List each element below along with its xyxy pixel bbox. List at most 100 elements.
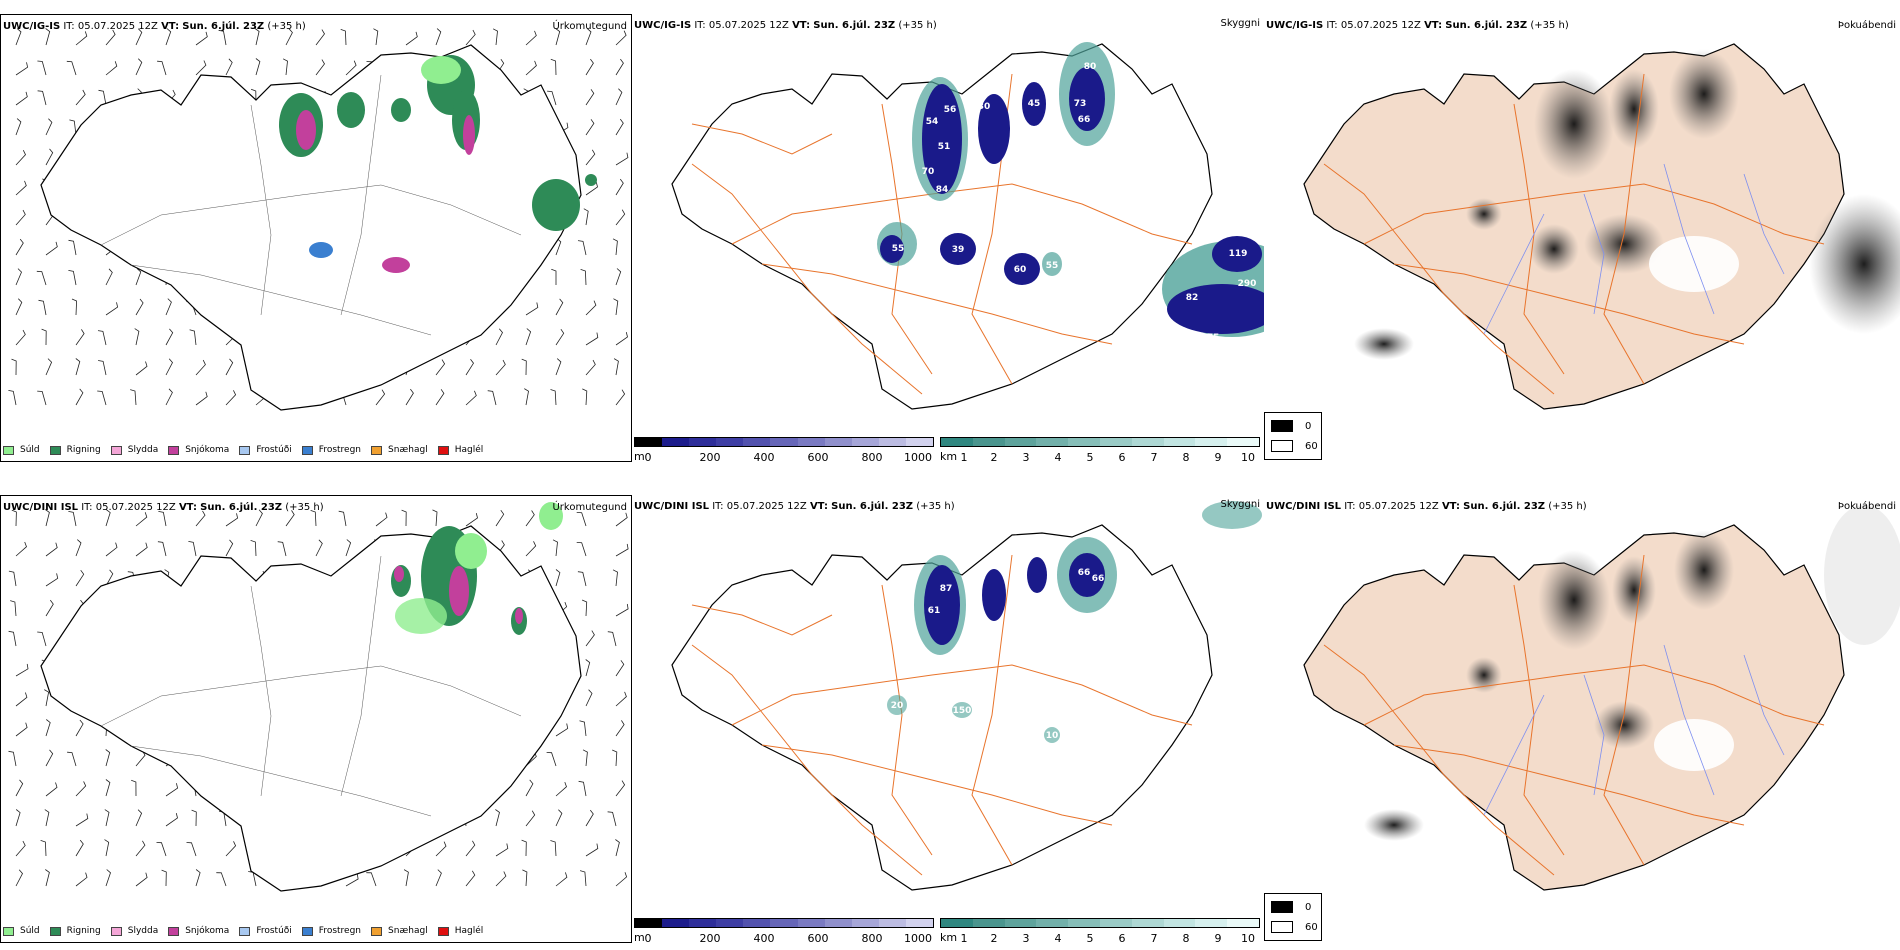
wind-barb bbox=[75, 781, 87, 797]
wind-barb bbox=[277, 541, 287, 557]
wind-barb bbox=[45, 719, 51, 737]
wind-barb bbox=[15, 692, 28, 707]
wind-barb bbox=[525, 541, 537, 557]
colorbar-swatch bbox=[824, 919, 852, 927]
wind-barb bbox=[581, 599, 588, 617]
wind-barb bbox=[615, 691, 627, 707]
colorbar-swatch bbox=[824, 438, 852, 446]
wind-barb bbox=[134, 328, 140, 346]
wind-barb bbox=[613, 358, 619, 376]
cloud-label: 55 bbox=[892, 244, 905, 254]
wind-barb bbox=[615, 152, 629, 166]
wind-barb bbox=[45, 749, 54, 767]
wind-barb bbox=[45, 869, 50, 887]
colorbar-tick: 8 bbox=[1182, 451, 1190, 464]
panel-title: Skyggni bbox=[1220, 499, 1260, 510]
legend-swatch bbox=[239, 445, 251, 455]
wind-barb bbox=[225, 841, 237, 857]
visibility-colorbar: km 1 2 3 4 5 6 7 8 9 10 bbox=[940, 437, 1260, 467]
wind-barb bbox=[310, 510, 317, 527]
colorbar-swatch bbox=[797, 438, 825, 446]
wind-barb bbox=[345, 539, 352, 557]
wind-barb bbox=[105, 779, 111, 797]
wind-barb bbox=[98, 360, 107, 376]
legend-item: Frostregn bbox=[301, 926, 361, 936]
wind-barb bbox=[158, 511, 167, 527]
wind-barb bbox=[405, 388, 414, 406]
wind-barb bbox=[555, 809, 563, 827]
wind-barb bbox=[615, 512, 628, 527]
colorbar-tick: 600 bbox=[807, 451, 829, 464]
wind-barb bbox=[67, 751, 77, 767]
wind-barb bbox=[250, 540, 257, 557]
legend-swatch bbox=[437, 926, 449, 936]
wind-barb bbox=[345, 60, 357, 76]
colorbar-tick: 1000 bbox=[904, 451, 932, 464]
colorbar-swatch bbox=[1036, 438, 1069, 446]
wind-barb bbox=[403, 869, 409, 887]
wind-barb bbox=[613, 298, 619, 316]
cloud-label: 290 bbox=[1238, 279, 1257, 289]
wind-barb bbox=[188, 541, 197, 557]
wind-barb bbox=[465, 513, 478, 527]
wind-barb bbox=[487, 390, 497, 406]
wind-barb bbox=[555, 723, 569, 737]
cloud-label: 375 bbox=[1201, 333, 1220, 343]
wind-barb bbox=[435, 869, 442, 887]
colorbar-swatches bbox=[634, 918, 934, 928]
colorbar-swatch bbox=[972, 919, 1005, 927]
colorbar-tick: 0 bbox=[644, 932, 652, 945]
panel-title: Úrkomutegund bbox=[552, 21, 627, 32]
wind-barb bbox=[8, 570, 17, 587]
wind-barb bbox=[97, 330, 107, 346]
colorbar-swatch bbox=[851, 438, 879, 446]
wind-barb bbox=[282, 58, 288, 76]
cloud-label: 20 bbox=[891, 701, 904, 711]
colorbar-tick: 3 bbox=[1022, 932, 1030, 945]
fog-legend-item: 60 bbox=[1271, 440, 1318, 452]
colorbar-tick: 800 bbox=[861, 451, 883, 464]
wind-barb bbox=[75, 539, 82, 557]
wind-barb bbox=[45, 241, 58, 256]
wind-barb bbox=[550, 389, 557, 406]
wind-barb bbox=[75, 358, 81, 376]
wind-barb bbox=[521, 839, 527, 857]
colorbar-tick: 2 bbox=[990, 932, 998, 945]
wind-barb bbox=[615, 780, 626, 797]
colorbar-tick: 8 bbox=[1182, 932, 1190, 945]
wind-barb bbox=[432, 509, 438, 527]
cloud-label: 66 bbox=[968, 215, 981, 225]
legend-swatch bbox=[49, 445, 61, 455]
colorbar-swatch bbox=[743, 438, 771, 446]
fog-index-map-ig bbox=[1303, 43, 1900, 410]
wind-barb bbox=[165, 328, 174, 346]
colorbar-swatch bbox=[972, 438, 1005, 446]
colorbar-tick: 6 bbox=[1118, 451, 1126, 464]
roads bbox=[1323, 554, 1825, 876]
colorbar-tick: 9 bbox=[1214, 932, 1222, 945]
wind-barb bbox=[577, 240, 587, 256]
wind-barb bbox=[165, 388, 173, 406]
wind-barb bbox=[555, 298, 564, 316]
wind-barb bbox=[75, 31, 88, 46]
colorbar-swatch bbox=[1163, 919, 1196, 927]
wind-barb bbox=[191, 809, 197, 827]
wind-barb bbox=[135, 58, 143, 76]
wind-barb bbox=[105, 749, 111, 767]
wind-barb bbox=[401, 509, 407, 527]
wind-barb bbox=[495, 871, 507, 887]
cloud-label: 61 bbox=[928, 606, 941, 616]
wind-barb bbox=[165, 813, 178, 827]
wind-barb bbox=[15, 150, 26, 166]
colorbar-tick: 7 bbox=[1150, 451, 1158, 464]
cloud-base-labels: 56 54 51 70 84 113 66 30 45 73 66 80 55 … bbox=[878, 62, 1257, 343]
wind-barb bbox=[135, 872, 148, 887]
cloud-base-colorbar: m 0 200 400 600 800 1000 bbox=[634, 437, 934, 467]
colorbar-swatch bbox=[1004, 919, 1037, 927]
cloud-label: 66 bbox=[1078, 115, 1091, 125]
wind-barb bbox=[555, 28, 561, 46]
colorbar-tick: 10 bbox=[1241, 932, 1255, 945]
wind-barb bbox=[45, 599, 54, 617]
wind-barb bbox=[585, 359, 596, 376]
wind-barb bbox=[465, 29, 476, 46]
